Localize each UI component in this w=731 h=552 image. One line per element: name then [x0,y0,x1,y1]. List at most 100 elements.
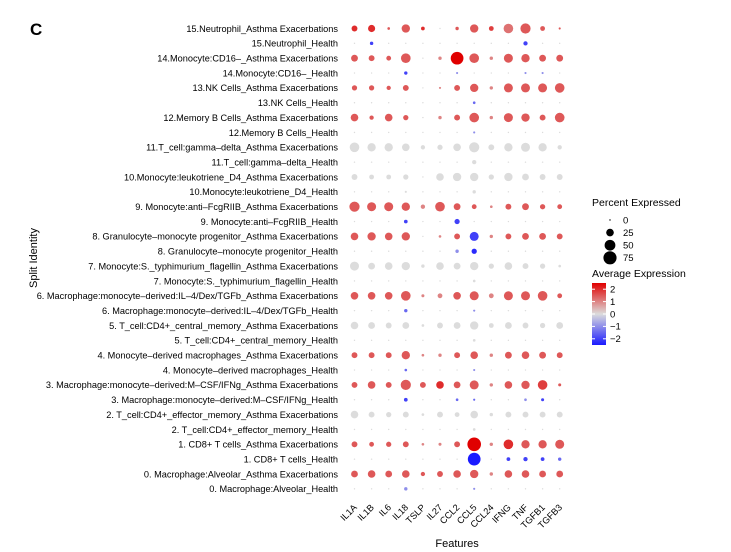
dot [422,309,424,312]
dot [453,470,461,478]
dot [473,398,476,401]
dot [541,71,544,75]
dot [470,261,479,271]
dot [422,369,424,371]
row-label: 7. Monocyte:S._typhimurium_flagellin_Hea… [154,276,338,286]
dot [507,191,510,193]
dot [387,27,391,30]
dot [350,321,359,330]
dot [559,220,561,223]
dot [490,428,492,431]
dot [370,339,373,342]
dot [541,191,544,193]
dot [490,399,492,401]
dot [524,369,527,371]
dot [402,143,410,152]
dot [559,72,561,74]
dot [388,309,390,312]
dot [386,55,392,61]
dot [489,383,493,387]
dot [351,25,358,32]
dot [351,352,358,359]
dot [435,201,445,212]
size-legend-dot [603,251,617,265]
color-bar [592,283,606,345]
dot [555,439,565,449]
dot [350,410,359,419]
dot [439,131,441,134]
dot [537,380,548,390]
dot [539,351,546,359]
dot [470,321,479,330]
dot [388,458,390,460]
dot [541,220,544,223]
dot [541,339,544,342]
dot [539,174,546,180]
dot [353,399,356,401]
dot [386,85,391,91]
dot [353,72,356,74]
size-legend-label: 75 [623,253,634,264]
dot [454,412,460,417]
dot [367,232,376,241]
dot [385,322,392,329]
dot [540,26,545,31]
dot [556,54,564,62]
dot [420,204,426,209]
row-label: 5. T_cell:CD4+_central_memory_Asthma Exa… [109,321,338,331]
dot [401,261,410,271]
dot [539,263,546,269]
dot [558,264,562,268]
row-label: 1. CD8+ T cells_Health [244,454,338,464]
dot [556,322,564,329]
dot [504,470,513,478]
dot [472,428,476,431]
dot [490,458,492,460]
dot [422,72,424,74]
dot [503,83,513,93]
dot [472,339,476,342]
dot [521,380,530,390]
dot [422,235,424,238]
dot [541,131,544,134]
dot [488,144,495,151]
dot [473,42,475,45]
dot [454,233,461,240]
feature-label: IL1B [356,502,376,522]
dot [505,203,512,210]
dot [456,42,458,45]
dot [350,261,359,271]
dot [388,280,390,282]
dot [402,322,410,329]
dot [541,280,544,282]
dot [401,232,410,241]
dot [353,339,356,342]
dot [368,55,375,62]
dot [439,280,441,282]
x-axis-title: Features [435,538,479,550]
dot [421,324,425,327]
dot [437,144,443,150]
dot [405,280,407,282]
dot [504,381,513,389]
dot [439,161,441,163]
dot [403,397,408,402]
dot [422,176,424,178]
dot [438,115,442,120]
dot [368,411,375,418]
dot [521,83,530,93]
dot [559,369,561,371]
dot [349,201,360,212]
dot [353,131,356,134]
dot [456,369,458,371]
dot [438,442,442,446]
dot [540,457,545,462]
dot [507,309,510,312]
dot [351,470,358,478]
dot [507,399,510,401]
dot [559,131,561,134]
dot [439,250,441,252]
color-legend-label: −1 [610,322,621,333]
dot [422,116,424,119]
dot [402,411,409,418]
